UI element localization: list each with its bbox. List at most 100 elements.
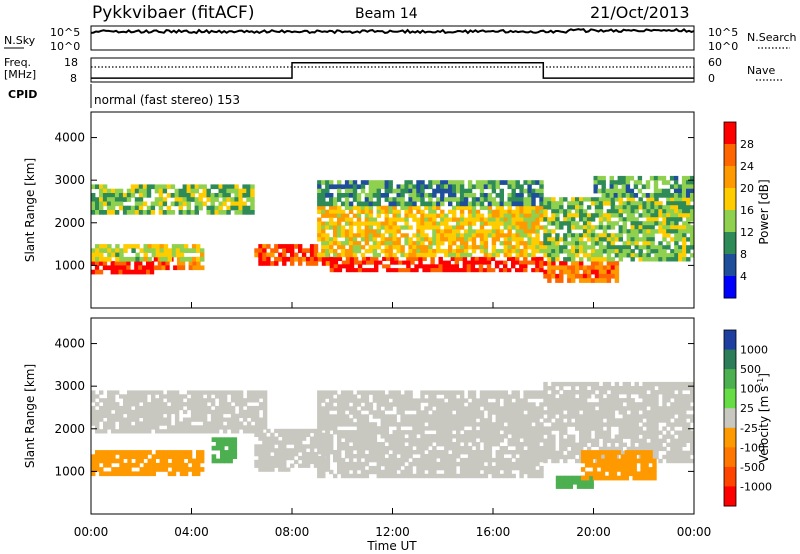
power-cell (388, 217, 393, 222)
velocity-cell (139, 429, 144, 434)
velocity-cell (666, 394, 671, 399)
power-cell (571, 213, 576, 218)
power-cell (483, 180, 489, 185)
velocity-cell (507, 457, 512, 463)
velocity-cell (317, 398, 322, 403)
frequency-line (91, 61, 694, 79)
velocity-cell (614, 398, 620, 403)
power-cell (467, 201, 473, 207)
power-cell (567, 217, 572, 222)
velocity-cell (214, 390, 220, 395)
power-cell (459, 245, 465, 250)
velocity-cell (274, 452, 279, 457)
velocity-cell (360, 438, 366, 443)
power-cell (547, 269, 552, 275)
power-cell (329, 221, 334, 226)
velocity-cell (644, 467, 649, 472)
velocity-cell (499, 434, 504, 439)
power-cell (598, 245, 604, 250)
colorbar-swatch (724, 330, 736, 351)
power-cell (95, 244, 100, 249)
power-cell (424, 237, 429, 242)
colorbar-swatch (724, 427, 736, 448)
power-cell (681, 188, 687, 194)
power-cell (491, 213, 497, 218)
power-cell (130, 188, 136, 194)
power-cell (606, 273, 612, 279)
power-cell (313, 261, 319, 266)
power-cell (210, 210, 215, 215)
velocity-cell (258, 452, 263, 457)
velocity-cell (206, 421, 212, 426)
power-cell (329, 205, 334, 210)
velocity-cell (576, 479, 582, 485)
freq-tick-bottom: 8 (70, 72, 77, 85)
power-cell (242, 188, 247, 194)
power-cell (598, 217, 604, 222)
velocity-cell (686, 394, 691, 399)
power-cell (329, 241, 334, 246)
velocity-cell (408, 446, 413, 451)
power-cell (360, 180, 366, 185)
velocity-cell (186, 390, 192, 395)
power-cell (674, 249, 679, 254)
velocity-cell (317, 406, 322, 411)
velocity-cell (127, 394, 132, 399)
velocity-cell (678, 450, 683, 456)
power-cell (448, 252, 453, 258)
velocity-cell (654, 406, 659, 411)
noise-right-tick-top: 10^5 (708, 26, 738, 39)
velocity-cell (372, 394, 378, 399)
velocity-cell (459, 418, 465, 423)
power-cell (483, 184, 489, 190)
power-cell (478, 256, 484, 261)
power-cell (424, 205, 429, 210)
power-cell (630, 209, 635, 214)
velocity-cell (111, 421, 116, 426)
power-cell (630, 221, 635, 226)
velocity-cell (642, 386, 647, 391)
power-cell (618, 257, 623, 262)
velocity-cell (99, 409, 104, 415)
power-cell (539, 245, 544, 250)
velocity-cell (107, 462, 112, 468)
velocity-cell (571, 390, 576, 395)
velocity-cell (155, 425, 160, 430)
power-cell (130, 184, 136, 190)
power-cell (674, 209, 679, 214)
velocity-cell (388, 434, 393, 439)
velocity-cell (400, 442, 405, 447)
power-cell (348, 193, 354, 198)
power-cell (364, 193, 370, 198)
velocity-cell (432, 402, 437, 407)
velocity-cell (250, 425, 256, 430)
power-cell (535, 217, 540, 222)
velocity-cell (543, 390, 548, 395)
power-cell (653, 188, 659, 194)
velocity-cell (495, 398, 500, 403)
velocity-cell (420, 410, 425, 415)
velocity-cell (487, 457, 493, 463)
velocity-cell (543, 394, 548, 399)
velocity-cell (555, 426, 560, 431)
power-cell (408, 197, 413, 202)
velocity-cell (436, 442, 441, 447)
velocity-cell (270, 448, 275, 453)
velocity-cell (483, 457, 489, 463)
velocity-cell (444, 438, 449, 443)
velocity-cell (408, 454, 413, 459)
power-cell (416, 237, 421, 242)
power-cell (618, 209, 623, 214)
power-cell (610, 237, 616, 242)
velocity-cell (274, 436, 279, 441)
power-cell (392, 237, 397, 242)
velocity-cell (459, 465, 465, 471)
velocity-cell (348, 394, 354, 399)
power-cell (567, 241, 572, 246)
power-cell (610, 269, 616, 275)
power-cell (666, 201, 671, 206)
velocity-cell (333, 422, 338, 427)
power-cell (301, 252, 307, 258)
power-cell (186, 184, 191, 190)
power-cell (475, 184, 481, 190)
